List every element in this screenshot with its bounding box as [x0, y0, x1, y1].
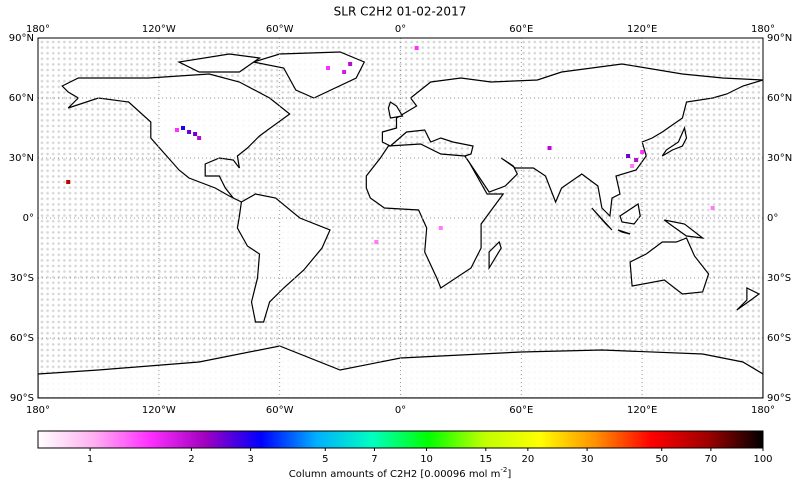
colorbar-tick-label: 5 — [322, 454, 328, 465]
colorbar-tick-label: 2 — [188, 454, 194, 465]
colorbar-tick-label: 3 — [247, 454, 253, 465]
c2h2-pixel — [342, 70, 347, 74]
lon-tick-label: 60°E — [509, 24, 533, 35]
lon-tick-label: 0° — [395, 405, 406, 416]
c2h2-pixel — [438, 226, 443, 230]
colorbar-tick-label: 20 — [521, 454, 534, 465]
lat-tick-label: 60°N — [767, 93, 792, 104]
lon-tick-label: 120°W — [142, 24, 176, 35]
coastline — [177, 53, 262, 73]
lat-tick-label: 60°N — [9, 93, 34, 104]
coastline — [387, 101, 404, 119]
map-title: SLR C2H2 01-02-2017 — [334, 5, 467, 19]
colorbar-tick-label: 15 — [479, 454, 492, 465]
coastline — [619, 202, 641, 225]
coastline — [663, 219, 705, 239]
lat-tick-label: 90°S — [10, 393, 34, 404]
map-frame — [37, 37, 764, 399]
colorbar-label: Column amounts of C2H2 [0.00096 mol m-2] — [289, 466, 512, 480]
lon-tick-label: 120°E — [627, 405, 657, 416]
coastlines — [38, 51, 763, 398]
coastline — [488, 240, 502, 271]
colorbar-tick-label: 70 — [705, 454, 718, 465]
c2h2-pixel — [630, 164, 635, 168]
lat-tick-label: 90°N — [767, 33, 792, 44]
c2h2-pixel — [187, 130, 192, 134]
colorbar-tick-label: 100 — [753, 454, 772, 465]
colorbar — [37, 430, 764, 449]
c2h2-pixel — [193, 132, 198, 136]
c2h2-pixel — [181, 126, 185, 130]
lat-tick-label: 30°N — [767, 153, 792, 164]
lon-tick-label: 120°E — [627, 24, 657, 35]
c2h2-pixel — [348, 62, 353, 66]
lat-tick-label: 30°S — [10, 273, 34, 284]
lat-tick-label: 90°S — [767, 393, 791, 404]
coastline — [236, 193, 331, 323]
colorbar-tick-label: 1 — [87, 454, 93, 465]
coastline — [381, 63, 763, 218]
colorbar-tick-label: 50 — [655, 454, 668, 465]
colorbar-tick-label: 10 — [420, 454, 433, 465]
colorbar-tick-label: 7 — [371, 454, 377, 465]
lat-tick-label: 60°S — [767, 333, 791, 344]
lat-tick-label: 90°N — [9, 33, 34, 44]
coastline — [38, 345, 763, 398]
c2h2-pixel — [547, 146, 552, 150]
c2h2-pixel — [634, 158, 639, 162]
c2h2-pixel — [326, 66, 330, 70]
coastline — [253, 51, 366, 99]
lon-tick-label: 120°W — [142, 405, 176, 416]
lon-tick-label: 60°W — [266, 24, 294, 35]
c2h2-pixel — [66, 180, 71, 184]
coastline — [736, 287, 761, 311]
lat-tick-label: 0° — [23, 213, 34, 224]
lat-tick-label: 60°S — [10, 333, 34, 344]
lat-tick-label: 0° — [767, 213, 778, 224]
lon-tick-label: 180° — [26, 24, 50, 35]
lon-tick-label: 60°E — [509, 405, 533, 416]
lon-tick-label: 0° — [395, 24, 406, 35]
coastline — [591, 207, 613, 231]
c2h2-pixel — [710, 206, 715, 210]
c2h2-pixel — [374, 240, 379, 244]
lon-tick-label: 180° — [751, 405, 775, 416]
coastline — [661, 126, 688, 157]
coastline — [61, 73, 291, 203]
c2h2-pixel — [414, 46, 419, 50]
coastline — [617, 229, 631, 235]
lat-tick-label: 30°N — [9, 153, 34, 164]
lon-tick-label: 180° — [26, 405, 50, 416]
lon-tick-label: 180° — [751, 24, 775, 35]
coastline — [365, 143, 505, 289]
c2h2-pixel — [174, 128, 179, 132]
coastline — [629, 237, 710, 295]
c2h2-pixel — [626, 154, 631, 158]
lon-tick-label: 60°W — [266, 405, 294, 416]
colorbar-tick-label: 30 — [581, 454, 594, 465]
lat-tick-label: 30°S — [767, 273, 791, 284]
c2h2-pixel — [640, 150, 645, 154]
c2h2-pixel — [197, 136, 202, 140]
